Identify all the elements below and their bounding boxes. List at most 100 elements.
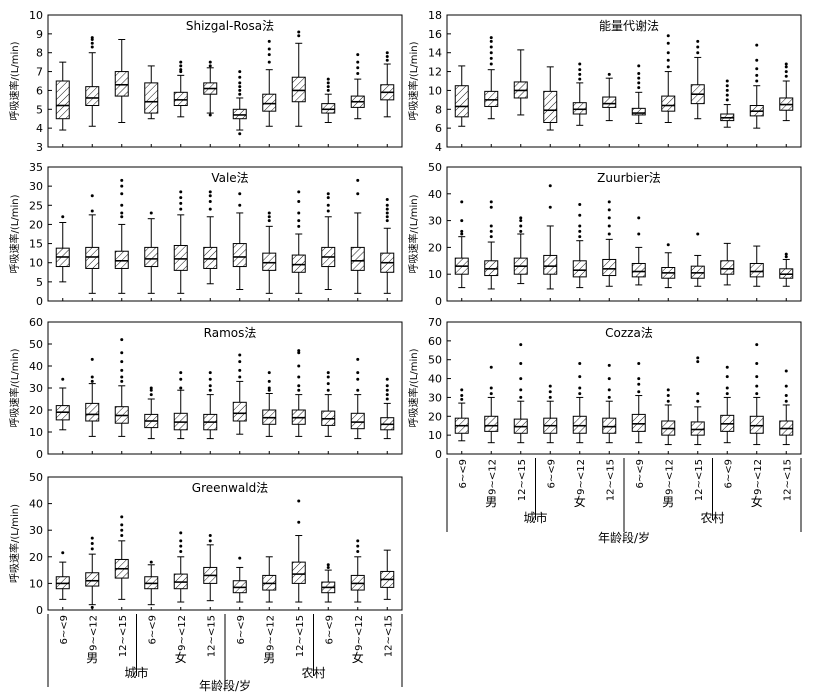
- outlier-point: [637, 76, 641, 80]
- box-group: [484, 365, 499, 444]
- outlier-point: [385, 207, 389, 211]
- box-group: [380, 198, 395, 294]
- box-group: [720, 365, 735, 444]
- y-axis-label: 呼吸速率/(L/min): [8, 194, 21, 273]
- box-group: [114, 178, 129, 294]
- outlier-point: [489, 36, 493, 40]
- y-axis-label: 呼吸速率/(L/min): [8, 504, 21, 583]
- outlier-point: [385, 219, 389, 223]
- outlier-point: [267, 379, 271, 383]
- box-group: [262, 39, 277, 127]
- box: [572, 102, 587, 115]
- outlier-point: [238, 92, 242, 96]
- outlier-point: [120, 368, 124, 372]
- box-group: [720, 79, 735, 128]
- outlier-point: [578, 68, 582, 72]
- outlier-point: [385, 397, 389, 401]
- outlier-point: [326, 371, 330, 375]
- y-tick-label: 0: [435, 295, 442, 308]
- outlier-point: [489, 392, 493, 396]
- age-group-label: 6~<9: [458, 459, 469, 488]
- category-axis: 6~<9 9~<12 12~<15 6~<9 9~<12 12~<15 6~<9 9~<12 1…: [446, 458, 802, 545]
- age-group-label: 6~<9: [635, 459, 646, 488]
- age-group-label: 6~<9: [723, 459, 734, 488]
- outlier-point: [578, 213, 582, 217]
- outlier-point: [208, 199, 212, 203]
- outlier-point: [548, 184, 552, 188]
- box-group: [291, 190, 306, 294]
- panel-1: 3 4 5 6 7 8 9 10 呼吸速率/(L/min) Shizgal-Rosa法: [8, 9, 403, 154]
- outlier-point: [238, 81, 242, 85]
- outlier-point: [90, 357, 94, 361]
- outlier-point: [385, 377, 389, 381]
- box: [543, 90, 558, 123]
- outlier-point: [297, 211, 301, 215]
- outlier-point: [356, 539, 360, 543]
- box: [232, 108, 247, 120]
- outlier-point: [179, 207, 183, 211]
- outlier-point: [666, 41, 670, 45]
- outlier-point: [238, 203, 242, 207]
- outlier-point: [784, 65, 788, 69]
- box-group: [203, 190, 218, 285]
- outlier-point: [297, 34, 301, 38]
- box-group: [690, 39, 705, 120]
- region-label: 城市: [124, 665, 148, 680]
- box-group: [85, 194, 100, 294]
- outlier-point: [548, 205, 552, 209]
- y-tick-label: 15: [29, 238, 43, 251]
- box: [262, 93, 277, 112]
- box-group: [572, 62, 587, 126]
- outlier-point: [208, 113, 212, 117]
- outlier-point: [607, 216, 611, 220]
- box-group: [380, 51, 395, 118]
- outlier-point: [238, 360, 242, 364]
- outlier-point: [267, 39, 271, 43]
- outlier-point: [784, 74, 788, 78]
- outlier-point: [238, 75, 242, 79]
- panel-3: 0 5 10 15 20 25 30 35 呼吸速率/(L/min) Vale法: [8, 161, 403, 308]
- box-group: [543, 384, 558, 444]
- y-tick-label: 0: [36, 448, 43, 461]
- box: [484, 415, 499, 432]
- y-tick-label: 0: [435, 448, 442, 461]
- outlier-point: [179, 539, 183, 543]
- box: [55, 80, 70, 120]
- outlier-point: [179, 64, 183, 68]
- plot-frame: [47, 166, 403, 302]
- outlier-point: [607, 363, 611, 367]
- outlier-point: [460, 397, 464, 401]
- outlier-point: [607, 224, 611, 228]
- outlier-point: [326, 85, 330, 89]
- outlier-point: [578, 235, 582, 239]
- box: [720, 260, 735, 275]
- outlier-point: [61, 551, 65, 555]
- y-axis-label: 呼吸速率/(L/min): [407, 348, 420, 427]
- outlier-point: [696, 232, 700, 236]
- outlier-point: [489, 56, 493, 60]
- y-tick-label: 3: [36, 141, 43, 154]
- age-group-label: 6~<9: [147, 615, 158, 644]
- outlier-point: [208, 534, 212, 538]
- box: [602, 417, 617, 434]
- y-tick-label: 10: [428, 429, 442, 442]
- y-tick-label: 20: [428, 410, 442, 423]
- outlier-point: [385, 215, 389, 219]
- outlier-point: [356, 377, 360, 381]
- box-group: [749, 245, 764, 287]
- outlier-point: [238, 556, 242, 560]
- box-group: [173, 60, 188, 118]
- outlier-point: [725, 392, 729, 396]
- box-group: [602, 363, 617, 444]
- outlier-point: [637, 64, 641, 68]
- box: [484, 90, 499, 107]
- outlier-point: [356, 357, 360, 361]
- box: [661, 95, 676, 112]
- y-tick-label: 6: [435, 122, 442, 135]
- outlier-point: [784, 394, 788, 398]
- box: [572, 415, 587, 434]
- outlier-point: [208, 190, 212, 194]
- box: [543, 254, 558, 275]
- outlier-point: [267, 60, 271, 64]
- plot-frame: [47, 476, 403, 611]
